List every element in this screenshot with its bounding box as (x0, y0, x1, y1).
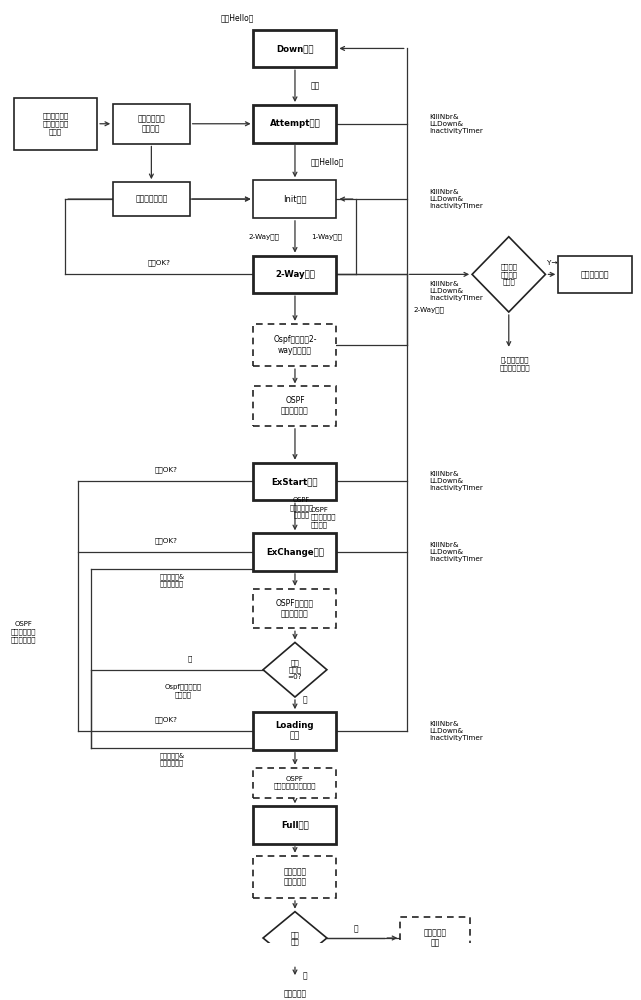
Bar (253, 180, 337, 218)
Text: 由外部输入计
算得到链路状
态信息: 由外部输入计 算得到链路状 态信息 (42, 113, 69, 135)
Text: 得到实际链
路状态矩阵: 得到实际链 路状态矩阵 (283, 867, 306, 887)
Text: Ospf去掉并重建
邻接关系: Ospf去掉并重建 邻接关系 (165, 683, 202, 698)
Polygon shape (263, 642, 327, 697)
Text: 否,洪泛不一致
的链路状态信息: 否,洪泛不一致 的链路状态信息 (500, 357, 531, 371)
Text: Loading
状态: Loading 状态 (276, 721, 314, 741)
Text: 邻居
节点数
=0?: 邻居 节点数 =0? (288, 659, 303, 680)
Text: KillNbr&
LLDown&
InactivityTimer: KillNbr& LLDown& InactivityTimer (429, 114, 483, 134)
Text: OSPF
完成邻居信息
沟通处理: OSPF 完成邻居信息 沟通处理 (311, 507, 337, 528)
Text: 收到Hello包: 收到Hello包 (221, 14, 254, 23)
Text: 1-Way接收: 1-Way接收 (311, 233, 342, 240)
Text: KillNbr&
LLDown&
InactivityTimer: KillNbr& LLDown& InactivityTimer (429, 721, 483, 741)
Bar (253, 30, 337, 67)
Bar (253, 463, 337, 500)
Text: 收到Hello包: 收到Hello包 (311, 157, 344, 166)
Text: KillNbr&
LLDown&
InactivityTimer: KillNbr& LLDown& InactivityTimer (429, 542, 483, 562)
Text: 是: 是 (187, 655, 192, 662)
Text: 邻接OK?: 邻接OK? (148, 260, 171, 266)
Text: 使用原有预
测路由表: 使用原有预 测路由表 (283, 989, 306, 1000)
Text: 得到预测链路
状态矩阵: 得到预测链路 状态矩阵 (138, 114, 165, 133)
Text: ExChange状态: ExChange状态 (266, 548, 324, 557)
Text: Full状态: Full状态 (281, 821, 309, 830)
Text: KillNbr&
LLDown&
InactivityTimer: KillNbr& LLDown& InactivityTimer (429, 281, 483, 301)
Text: 否: 否 (303, 696, 307, 705)
Text: 序号不匹配&
无效链路请求: 序号不匹配& 无效链路请求 (160, 752, 185, 766)
Bar (253, 105, 337, 143)
Bar (113, 182, 190, 216)
Text: 序号不匹配&
无效链路请求: 序号不匹配& 无效链路请求 (160, 573, 185, 587)
Bar (400, 917, 470, 959)
Bar (253, 856, 337, 898)
Text: 计算预测路由表: 计算预测路由表 (135, 195, 167, 204)
Text: 开始: 开始 (311, 82, 320, 91)
Bar (253, 324, 337, 366)
Bar (14, 98, 97, 150)
Text: 2-Way状态: 2-Way状态 (275, 270, 315, 279)
Text: KillNbr&
LLDown&
InactivityTimer: KillNbr& LLDown& InactivityTimer (429, 471, 483, 491)
Text: OSPF
维持或者删除
现有邻接关系: OSPF 维持或者删除 现有邻接关系 (11, 621, 37, 643)
Bar (253, 256, 337, 293)
Bar (253, 978, 337, 1000)
Text: 2-Way接收: 2-Way接收 (248, 233, 279, 240)
Text: Attempt状态: Attempt状态 (270, 119, 320, 128)
Text: Y→: Y→ (547, 260, 557, 266)
Text: 不作特殊处理: 不作特殊处理 (581, 270, 609, 279)
Text: 2-Way接收: 2-Way接收 (413, 306, 444, 313)
Bar (113, 104, 190, 144)
Text: 标识
为真: 标识 为真 (290, 931, 299, 945)
Polygon shape (472, 237, 545, 312)
Bar (253, 712, 337, 750)
Text: Down状态: Down状态 (276, 44, 313, 53)
Bar (558, 256, 631, 293)
Text: OSPF
完成邻居节点载入处理: OSPF 完成邻居节点载入处理 (274, 776, 316, 789)
Text: 否: 否 (353, 924, 358, 933)
Text: Init状态: Init状态 (283, 195, 307, 204)
Bar (253, 386, 337, 426)
Bar (253, 768, 337, 798)
Text: OSPF完成邻居
节点信息交换: OSPF完成邻居 节点信息交换 (276, 599, 314, 618)
Text: KillNbr&
LLDown&
InactivityTimer: KillNbr& LLDown& InactivityTimer (429, 189, 483, 209)
Text: OSPF
完成邻居信息
沟通处理: OSPF 完成邻居信息 沟通处理 (289, 497, 313, 518)
Bar (253, 533, 337, 571)
Text: OSPF
确认邻接状态: OSPF 确认邻接状态 (281, 396, 309, 416)
Text: 重新计算路
由表: 重新计算路 由表 (424, 928, 447, 948)
Text: 是: 是 (303, 971, 307, 980)
Polygon shape (263, 912, 327, 964)
Text: ExStart状态: ExStart状态 (272, 477, 318, 486)
Bar (253, 589, 337, 628)
Text: 是否与预
测链路状
态一致: 是否与预 测链路状 态一致 (500, 263, 517, 285)
Text: 邻接OK?: 邻接OK? (154, 537, 177, 544)
Text: 邻接OK?: 邻接OK? (154, 467, 177, 473)
Bar (253, 806, 337, 844)
Text: Ospf处理邻居2-
way接收事件: Ospf处理邻居2- way接收事件 (273, 335, 317, 355)
Text: 邻接OK?: 邻接OK? (154, 716, 177, 723)
